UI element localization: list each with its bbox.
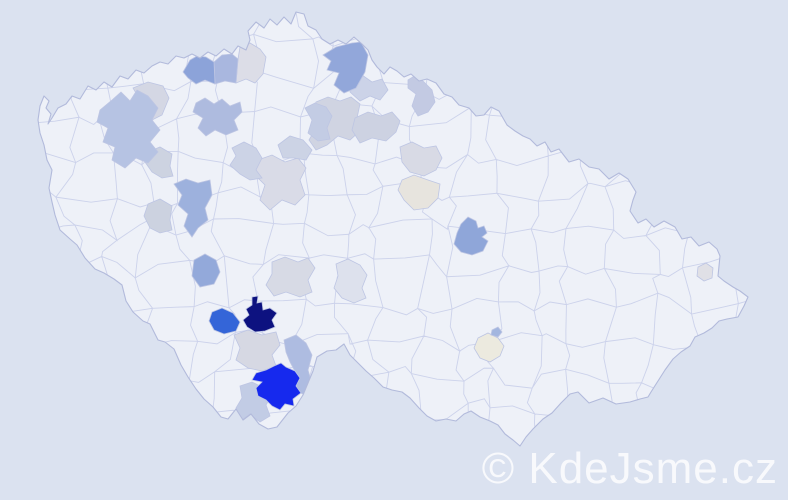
watermark: © KdeJsme.cz [481,444,778,493]
district-hradec-kralove[interactable] [351,111,401,144]
district-pelhrimov[interactable] [333,258,368,304]
district-ceske-budejovice[interactable] [251,362,302,411]
district-vlasim[interactable] [265,256,316,298]
district-brandys[interactable] [277,135,313,161]
district-chrudim[interactable] [397,174,441,211]
district-plzen[interactable] [173,178,213,238]
country-outline [37,11,749,447]
district-blatna[interactable] [208,307,241,335]
district-stribro[interactable] [143,198,173,234]
district-usti-nad-labem[interactable] [182,55,216,85]
district-zdar[interactable] [453,216,489,256]
district-east-small[interactable] [696,262,714,282]
district-liberec[interactable] [322,41,369,94]
district-strakonice[interactable] [191,253,221,288]
district-teplice[interactable] [213,53,239,85]
district-kladno[interactable] [229,141,263,181]
district-tabor[interactable] [233,329,281,372]
district-melnik[interactable] [304,102,333,142]
district-pardubice[interactable] [399,141,443,177]
district-pisek[interactable] [242,295,278,333]
district-praha-vychod[interactable] [254,154,307,211]
district-brno-mesto[interactable] [490,326,503,338]
district-ceska-lipa[interactable] [192,97,243,137]
district-karlovy-vary[interactable] [96,89,161,169]
